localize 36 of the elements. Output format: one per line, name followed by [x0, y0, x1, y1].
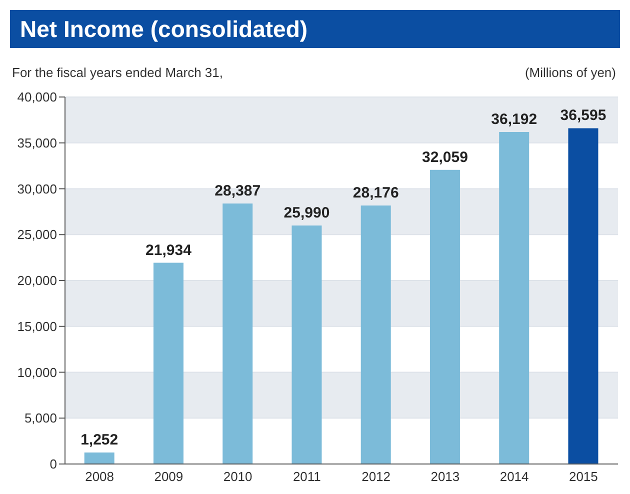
data-label: 1,252 — [80, 432, 118, 449]
y-tick-label: 25,000 — [17, 227, 57, 242]
x-tick-label: 2015 — [568, 469, 598, 484]
y-tick-label: 20,000 — [17, 273, 57, 288]
data-label: 32,059 — [422, 148, 468, 166]
data-label: 21,934 — [146, 242, 192, 259]
bar — [153, 262, 184, 464]
chart-title: Net Income (consolidated) — [10, 10, 620, 48]
bar — [292, 226, 322, 464]
x-tick-label: 2013 — [430, 469, 460, 484]
y-tick-label: 10,000 — [17, 364, 57, 380]
data-label: 28,176 — [352, 184, 399, 202]
x-tick-label: 2009 — [154, 469, 184, 484]
x-tick-label: 2011 — [292, 469, 321, 484]
y-tick-label: 15,000 — [17, 318, 57, 334]
chart-subtitle: For the fiscal years ended March 31, — [12, 65, 223, 80]
data-label: 28,387 — [214, 182, 261, 200]
bar — [84, 452, 114, 464]
y-axis-title: (Millions of yen) — [524, 65, 616, 80]
y-tick-label: 30,000 — [17, 181, 57, 196]
y-tick-label: 5,000 — [24, 410, 57, 426]
data-label: 36,192 — [491, 110, 538, 128]
bar — [568, 128, 598, 464]
y-tick-label: 0 — [50, 456, 57, 472]
bar — [430, 170, 460, 464]
y-tick-label: 40,000 — [17, 90, 57, 105]
bar — [499, 132, 530, 464]
data-label: 25,990 — [284, 204, 330, 222]
x-tick-label: 2008 — [85, 469, 114, 484]
data-label: 36,595 — [560, 107, 606, 124]
x-tick-label: 2014 — [500, 469, 529, 484]
bar — [222, 204, 253, 464]
x-tick-label: 2012 — [362, 469, 391, 484]
x-tick-label: 2010 — [223, 469, 252, 484]
bar — [360, 205, 391, 464]
y-tick-label: 35,000 — [17, 135, 57, 150]
